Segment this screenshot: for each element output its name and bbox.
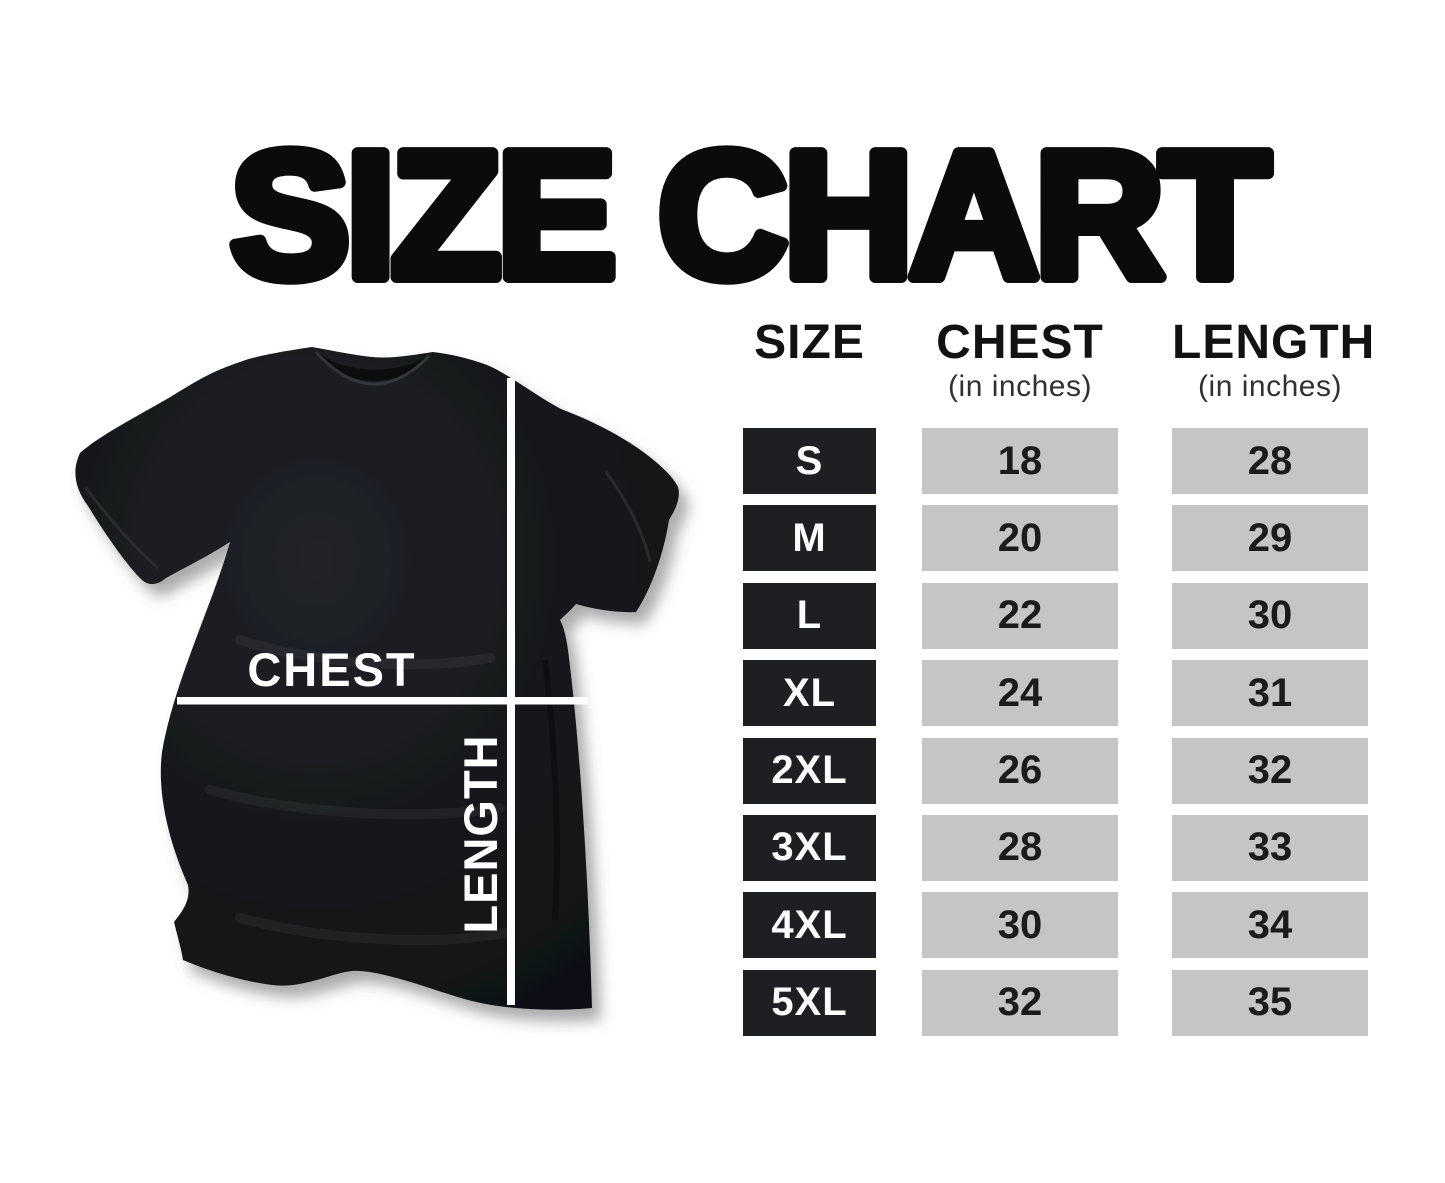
chest-cell: 32 bbox=[922, 969, 1118, 1036]
length-cell: 35 bbox=[1172, 969, 1368, 1036]
length-cell: 34 bbox=[1172, 892, 1368, 959]
chest-cell: 20 bbox=[922, 505, 1118, 572]
chest-measure-line bbox=[177, 697, 588, 705]
table-row: 2XL 26 32 bbox=[743, 737, 1369, 804]
size-cell: L bbox=[743, 582, 876, 649]
length-cell: 30 bbox=[1172, 582, 1368, 649]
tshirt-diagram: CHEST LENGTH bbox=[75, 347, 679, 1010]
size-cell: 3XL bbox=[743, 814, 876, 881]
right-cuff-seam bbox=[604, 471, 652, 563]
column-header-label: CHEST bbox=[936, 316, 1104, 369]
size-cell: 5XL bbox=[743, 969, 876, 1036]
column-header-length: LENGTH (in inches) bbox=[1172, 316, 1376, 404]
table-row: XL 24 31 bbox=[743, 660, 1369, 727]
length-cell: 31 bbox=[1172, 660, 1368, 727]
tshirt-silhouette bbox=[75, 347, 679, 1010]
chest-cell: 18 bbox=[922, 428, 1118, 494]
page-title: SIZE CHART bbox=[230, 115, 1270, 316]
column-header-label: SIZE bbox=[754, 316, 865, 369]
chest-cell: 30 bbox=[922, 892, 1118, 959]
size-cell: S bbox=[743, 428, 876, 494]
column-header-label: LENGTH bbox=[1172, 316, 1376, 369]
column-header-chest: CHEST (in inches) bbox=[922, 316, 1118, 404]
size-cell: XL bbox=[743, 660, 876, 727]
table-row: 3XL 28 33 bbox=[743, 814, 1369, 881]
chest-label: CHEST bbox=[247, 643, 416, 696]
table-row: S 18 28 bbox=[743, 428, 1369, 494]
length-cell: 32 bbox=[1172, 737, 1368, 804]
table-row: L 22 30 bbox=[743, 582, 1369, 649]
length-measure-line bbox=[507, 378, 515, 1005]
length-label: LENGTH bbox=[454, 734, 507, 933]
length-cell: 29 bbox=[1172, 505, 1368, 572]
length-cell: 33 bbox=[1172, 814, 1368, 881]
table-row: M 20 29 bbox=[743, 505, 1369, 572]
left-cuff-seam bbox=[84, 487, 159, 570]
chest-cell: 24 bbox=[922, 660, 1118, 727]
side-crease bbox=[542, 659, 560, 921]
size-cell: 4XL bbox=[743, 892, 876, 959]
chest-cell: 22 bbox=[922, 582, 1118, 649]
column-header-sublabel: (in inches) bbox=[948, 370, 1092, 403]
size-cell: M bbox=[743, 505, 876, 572]
table-row: 5XL 32 35 bbox=[743, 969, 1369, 1036]
table-row: 4XL 30 34 bbox=[743, 892, 1369, 959]
size-rows: S 18 28 M 20 29 L 22 30 XL 24 31 2XL 26 32 3XL 28 33 4XL 30… bbox=[743, 428, 1369, 1036]
fabric-wrinkles bbox=[205, 635, 515, 946]
collar-seam bbox=[314, 350, 431, 386]
size-cell: 2XL bbox=[743, 737, 876, 804]
chest-cell: 26 bbox=[922, 737, 1118, 804]
chest-cell: 28 bbox=[922, 814, 1118, 881]
length-cell: 28 bbox=[1172, 428, 1368, 494]
column-header-sublabel: (in inches) bbox=[1198, 370, 1342, 403]
collar-shadow bbox=[317, 351, 428, 381]
column-header-size: SIZE bbox=[743, 318, 876, 368]
